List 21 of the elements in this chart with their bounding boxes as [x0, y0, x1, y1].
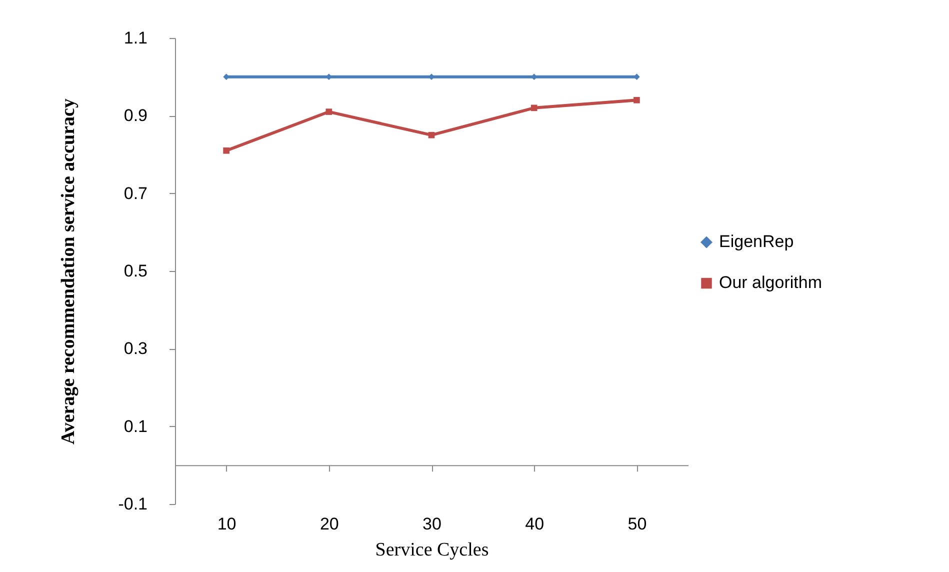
- y-tick-label: 1.1: [124, 28, 148, 48]
- y-tick-label: 0.9: [124, 106, 148, 126]
- x-tick-label: 40: [525, 514, 544, 534]
- x-axis-title: Service Cycles: [375, 540, 489, 560]
- x-tick-label: 20: [320, 514, 339, 534]
- y-tick-label: -0.1: [118, 494, 148, 514]
- point: [530, 104, 538, 112]
- point: [326, 108, 332, 115]
- y-tick-label: 0.3: [124, 339, 148, 358]
- point: [223, 147, 230, 154]
- x-tick-label: 30: [422, 514, 442, 534]
- legend-label: EigenRep: [719, 232, 794, 252]
- x-tick-label: 10: [217, 514, 236, 534]
- y-tick-label: 0.1: [124, 416, 148, 436]
- point: [428, 132, 435, 138]
- legend-label: Our algorithm: [719, 273, 822, 292]
- y-tick-label: 0.7: [124, 184, 148, 203]
- y-tick-label: 0.5: [124, 262, 148, 280]
- y-axis-title: Average recommendation service accuracy: [58, 98, 80, 444]
- point: [634, 96, 640, 104]
- x-tick-label: 50: [628, 514, 647, 534]
